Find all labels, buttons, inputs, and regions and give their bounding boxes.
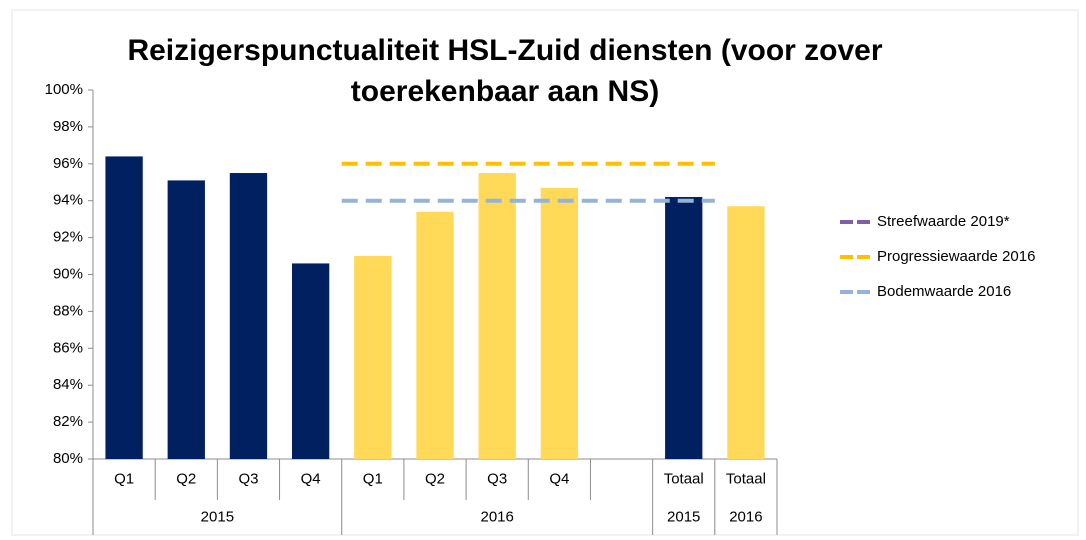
group-label: 2016 [480,508,513,525]
group-label: 2016 [729,508,762,525]
y-tick-label: 88% [53,302,83,319]
x-tick-label: Q2 [425,470,445,487]
bar [478,173,516,459]
legend-label: Bodemwaarde 2016 [877,283,1011,300]
x-tick-label: Q4 [549,470,569,487]
bar [354,256,392,459]
bar [105,156,143,460]
bar [229,173,268,459]
legend-label: Progressiewaarde 2016 [877,248,1035,265]
group-label: 2015 [667,508,700,525]
y-tick-label: 84% [53,376,83,393]
chart-title: Reizigerspunctualiteit HSL-Zuid diensten… [127,34,883,108]
y-tick-label: 94% [53,192,83,209]
bar [665,197,703,459]
y-tick-label: 82% [53,413,83,430]
group-label: 2015 [201,508,234,525]
x-tick-label: Q4 [301,470,321,487]
y-tick-label: 80% [53,450,83,467]
y-tick-label: 96% [53,155,83,172]
x-tick-label: Q1 [363,470,383,487]
x-tick-label: Q2 [176,470,196,487]
y-tick-label: 90% [53,265,83,282]
bar [540,187,579,459]
bar [727,206,765,459]
x-tick-label: Q1 [114,470,134,487]
y-tick-label: 100% [45,81,83,98]
y-tick-label: 92% [53,229,83,246]
x-tick-label: Q3 [487,470,507,487]
bar [291,263,330,459]
y-tick-label: 86% [53,339,83,356]
bar [167,180,205,459]
x-tick-label: Totaal [726,470,766,487]
x-tick-label: Q3 [238,470,258,487]
x-tick-label: Totaal [664,470,704,487]
bar [416,211,454,459]
legend-label: Streefwaarde 2019* [877,213,1010,230]
chart-border [11,9,1079,536]
y-tick-label: 98% [53,118,83,135]
